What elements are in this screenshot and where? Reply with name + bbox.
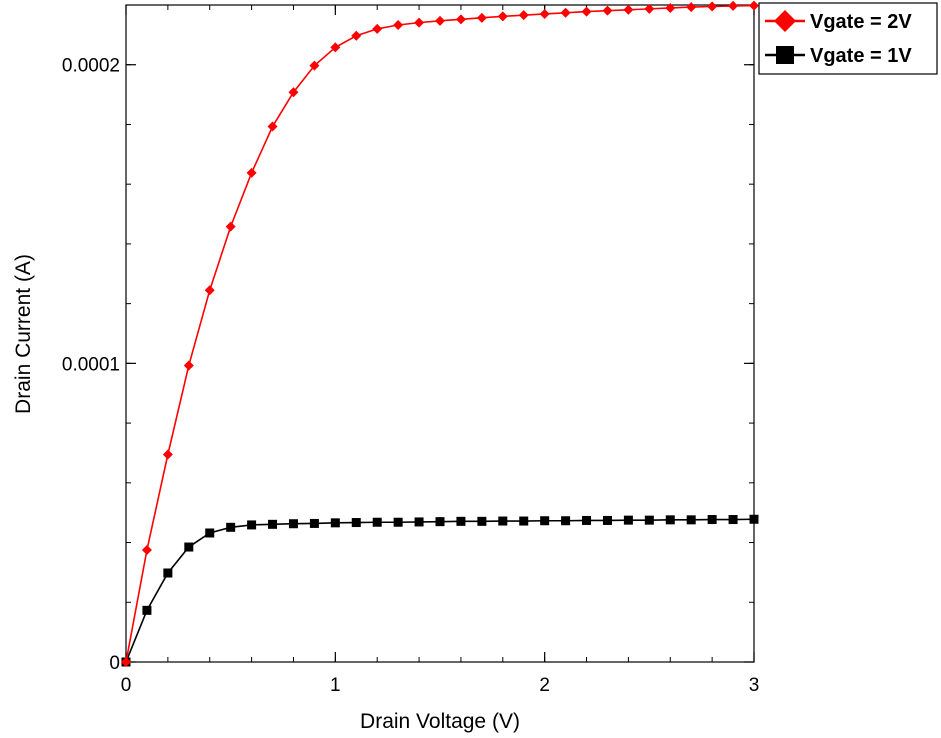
legend-label: Vgate = 1V bbox=[810, 45, 912, 67]
data-point bbox=[393, 20, 404, 31]
data-point bbox=[330, 42, 341, 53]
data-point bbox=[686, 2, 697, 13]
series-group bbox=[121, 0, 759, 667]
data-point bbox=[707, 1, 718, 12]
data-point bbox=[372, 517, 382, 527]
y-tick-label: 0.0001 bbox=[62, 354, 120, 375]
legend-swatch-marker bbox=[774, 10, 796, 32]
data-point bbox=[582, 515, 592, 525]
data-point bbox=[288, 519, 298, 529]
x-axis-title: Drain Voltage (V) bbox=[360, 710, 520, 733]
data-point bbox=[623, 515, 633, 525]
data-point bbox=[226, 522, 236, 532]
data-point bbox=[561, 516, 571, 526]
data-point bbox=[288, 87, 299, 98]
data-point bbox=[351, 518, 361, 528]
data-point bbox=[309, 518, 319, 528]
data-point bbox=[162, 449, 173, 460]
plot-area bbox=[125, 4, 755, 663]
x-tick-label: 2 bbox=[539, 675, 550, 696]
data-point bbox=[309, 60, 320, 71]
data-point bbox=[455, 14, 466, 25]
legend-item: Vgate = 1V bbox=[765, 45, 912, 67]
series-vgate-2v bbox=[121, 0, 759, 667]
data-point bbox=[477, 516, 487, 526]
data-point bbox=[435, 15, 445, 26]
data-point bbox=[435, 517, 445, 527]
data-point bbox=[540, 516, 550, 526]
data-point bbox=[476, 12, 487, 23]
x-tick-label: 0 bbox=[121, 675, 132, 696]
y-tick-label: 0.0002 bbox=[62, 56, 120, 77]
data-point bbox=[497, 11, 508, 22]
data-point bbox=[456, 516, 466, 526]
data-point bbox=[372, 23, 383, 34]
data-point bbox=[141, 545, 152, 556]
data-point bbox=[121, 657, 131, 667]
data-point bbox=[183, 360, 194, 371]
legend: Vgate = 2V Vgate = 1V bbox=[758, 2, 938, 75]
data-point bbox=[414, 17, 425, 28]
x-tick-label: 3 bbox=[749, 675, 760, 696]
data-point bbox=[728, 515, 738, 525]
data-point bbox=[246, 167, 257, 178]
data-point bbox=[205, 528, 215, 538]
y-axis-title: Drain Current (A) bbox=[12, 254, 35, 414]
data-point bbox=[665, 515, 675, 525]
data-point bbox=[247, 520, 257, 530]
data-point bbox=[539, 8, 550, 19]
x-tick-label: 1 bbox=[330, 675, 341, 696]
data-point bbox=[602, 515, 612, 525]
data-point bbox=[644, 3, 655, 14]
data-point bbox=[707, 515, 717, 525]
data-point bbox=[623, 4, 634, 15]
data-point bbox=[204, 285, 215, 296]
y-tick-label: 0 bbox=[109, 653, 120, 674]
data-point bbox=[644, 515, 654, 525]
x-tick-labels: 0 1 2 3 bbox=[121, 675, 760, 696]
data-point bbox=[665, 2, 676, 13]
data-point bbox=[749, 0, 759, 11]
legend-items: Vgate = 2V Vgate = 1V bbox=[765, 10, 912, 67]
data-point bbox=[581, 6, 592, 17]
data-point bbox=[414, 517, 424, 527]
data-point bbox=[602, 5, 613, 16]
data-point bbox=[686, 515, 696, 525]
data-point bbox=[225, 221, 236, 232]
data-point bbox=[393, 517, 403, 527]
data-point bbox=[498, 516, 508, 526]
data-point bbox=[749, 514, 759, 524]
data-point bbox=[518, 10, 529, 21]
legend-label: Vgate = 2V bbox=[810, 11, 912, 33]
data-point bbox=[268, 519, 278, 529]
data-point bbox=[728, 0, 739, 11]
data-point bbox=[267, 121, 278, 132]
data-point bbox=[142, 605, 152, 615]
data-point bbox=[351, 30, 362, 41]
data-point bbox=[519, 516, 529, 526]
data-point bbox=[560, 7, 571, 18]
data-point bbox=[330, 518, 340, 528]
y-tick-labels: 0 0.0001 0.0002 bbox=[62, 56, 120, 674]
data-point bbox=[184, 542, 194, 552]
data-point bbox=[163, 568, 173, 578]
legend-item: Vgate = 2V bbox=[765, 10, 912, 33]
legend-swatch-marker bbox=[776, 46, 794, 64]
